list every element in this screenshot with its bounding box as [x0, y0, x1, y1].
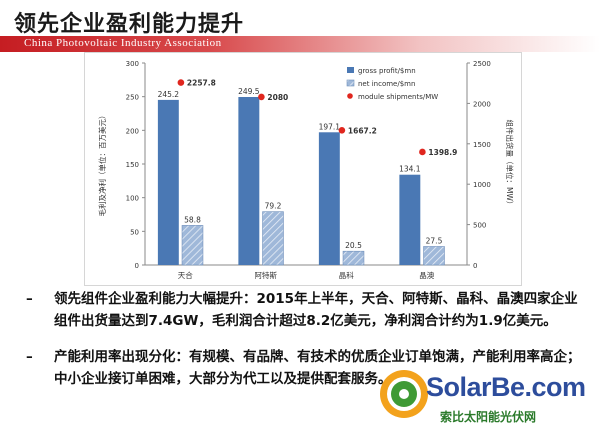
point-module-shipments	[258, 93, 265, 101]
label-module-shipments: 1398.9	[428, 148, 457, 157]
y2-axis-label: 组件出货量（单位：MW）	[505, 120, 515, 209]
bar-net-income	[262, 211, 284, 266]
y2-tick-label: 2500	[473, 60, 491, 68]
label-net-income: 20.5	[345, 241, 362, 250]
label-net-income: 27.5	[426, 236, 443, 245]
bar-net-income	[423, 246, 445, 266]
legend-marker	[346, 79, 355, 87]
solarbe-logo: SolarBe.com 索比太阳能光伏网	[378, 366, 600, 442]
y-tick-label: 250	[126, 94, 139, 102]
x-tick-label: 天合	[178, 270, 193, 280]
y-tick-label: 0	[135, 262, 139, 270]
legend-marker	[347, 93, 353, 99]
label-gross-profit: 249.5	[238, 87, 260, 96]
bar-gross-profit	[238, 97, 260, 266]
header-band	[0, 36, 600, 52]
legend-marker	[347, 67, 354, 73]
bullet-text: 领先组件企业盈利能力大幅提升：2015年上半年，天合、阿特斯、晶科、晶澳四家企业…	[54, 291, 578, 329]
y-tick-label: 100	[126, 195, 139, 203]
bullet-profit: – 领先组件企业盈利能力大幅提升：2015年上半年，天合、阿特斯、晶科、晶澳四家…	[22, 288, 582, 332]
label-module-shipments: 1667.2	[348, 126, 377, 135]
header-band-text: China Photovoltaic Industry Association	[24, 37, 222, 49]
y2-tick-label: 500	[473, 222, 486, 230]
bar-net-income	[181, 225, 204, 266]
y-tick-label: 200	[126, 127, 139, 135]
logo-wordmark: SolarBe.com	[426, 372, 586, 402]
label-net-income: 58.8	[184, 215, 201, 224]
label-gross-profit: 197.1	[319, 122, 341, 131]
bar-net-income	[342, 250, 365, 266]
point-module-shipments	[177, 79, 185, 86]
slide-title: 领先企业盈利能力提升	[14, 12, 245, 37]
sun-flower-icon	[380, 370, 428, 418]
point-module-shipments	[338, 126, 346, 134]
bullet-marker: –	[26, 291, 33, 307]
logo-tagline: 索比太阳能光伏网	[438, 408, 539, 425]
legend-label: gross profit/$mn	[358, 67, 416, 75]
label-gross-profit: 245.2	[158, 90, 180, 99]
x-tick-label: 晶澳	[419, 270, 434, 280]
y-tick-label: 150	[126, 161, 139, 169]
combo-chart: 0 50 100 150 200 250 300 0 500 1000 1500 2000 2500 毛利…	[97, 60, 515, 280]
bar-gross-profit	[157, 99, 179, 265]
legend-label: net income/$mn	[358, 80, 415, 88]
bullet-marker: –	[26, 349, 33, 365]
y2-tick-label: 2000	[473, 100, 491, 108]
y-tick-label: 300	[126, 60, 139, 68]
chart-panel: 0 50 100 150 200 250 300 0 500 1000 1500 2000 2500 毛利…	[84, 52, 522, 286]
y2-tick-label: 0	[473, 262, 477, 270]
label-module-shipments: 2080	[267, 93, 288, 102]
point-module-shipments	[419, 148, 426, 156]
bar-gross-profit	[318, 132, 340, 265]
y-tick-label: 50	[130, 228, 139, 236]
y2-tick-label: 1000	[473, 181, 491, 189]
bullet-capacity: – 产能利用率出现分化：有规模、有品牌、有技术的优质企业订单饱满，产能利用率高企…	[22, 346, 582, 390]
x-tick-label: 晶科	[339, 270, 354, 280]
y-axis-label: 毛利及净利（单位：百万美元）	[97, 112, 107, 217]
label-gross-profit: 134.1	[399, 165, 421, 174]
label-module-shipments: 2257.8	[187, 79, 216, 88]
y2-tick-label: 1500	[473, 141, 491, 149]
label-net-income: 79.2	[265, 202, 282, 211]
bullet-text: 产能利用率出现分化：有规模、有品牌、有技术的优质企业订单饱满，产能利用率高企；中…	[54, 349, 581, 387]
bullet-list: – 领先组件企业盈利能力大幅提升：2015年上半年，天合、阿特斯、晶科、晶澳四家…	[22, 288, 582, 404]
x-tick-label: 阿特斯	[255, 270, 278, 280]
bar-gross-profit	[399, 174, 421, 265]
legend-label: module shipments/MW	[358, 93, 438, 101]
